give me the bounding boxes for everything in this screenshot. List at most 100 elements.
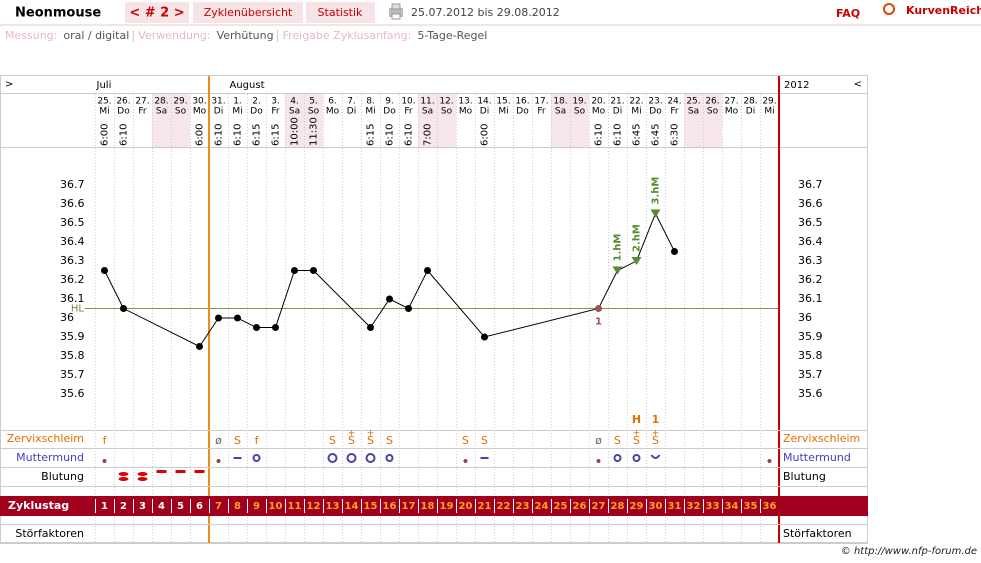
tab-bg[interactable]	[306, 2, 375, 23]
mucus-symbol: ø	[215, 434, 222, 447]
mucus-note: 1	[652, 413, 660, 426]
date: 26.	[705, 97, 719, 107]
cycle-day: 12	[307, 501, 321, 512]
time: 6:10	[233, 124, 244, 146]
weekday: So	[707, 107, 719, 117]
mucus-plus: +	[633, 429, 641, 439]
tab[interactable]: Statistik	[318, 6, 364, 19]
cycle-day: 15	[364, 501, 378, 512]
date: 18.	[553, 97, 567, 107]
temperature-point	[671, 248, 678, 255]
mucus-symbol: f	[255, 434, 260, 447]
cycle-day: 3	[139, 501, 146, 512]
cervix-icon	[650, 454, 661, 459]
date: 21.	[610, 97, 624, 107]
weekday: Mi	[764, 107, 774, 117]
time: 6:10	[404, 124, 415, 146]
bleeding-icon	[156, 470, 167, 473]
peak-point	[631, 257, 642, 265]
y-tick-label: 35.7	[60, 368, 85, 381]
cycle-day: 29	[630, 501, 644, 512]
tab-bg[interactable]	[193, 2, 303, 23]
cervix-icon	[632, 454, 641, 462]
weekend-shade	[551, 94, 570, 147]
weekday: Di	[746, 107, 755, 117]
excluded-point	[595, 305, 602, 312]
date: 13.	[458, 97, 472, 107]
time: 7:00	[423, 124, 434, 146]
weekday: Sa	[688, 107, 699, 117]
tab[interactable]: Zyklenübersicht	[204, 6, 293, 19]
time: 6:30	[670, 124, 681, 146]
y-tick-label-right: 36.3	[798, 254, 823, 267]
cervix-icon	[365, 453, 376, 463]
weekday: Di	[347, 107, 356, 117]
weekday: Do	[516, 107, 529, 117]
cycle-day: 10	[269, 501, 283, 512]
cycle-nav[interactable]: < # 2 >	[129, 6, 184, 21]
y-tick-label: 35.9	[60, 330, 85, 343]
weekday: So	[308, 107, 320, 117]
weekend-shade	[418, 94, 437, 147]
printer-icon[interactable]	[389, 3, 403, 20]
y-tick-label-right: 36.6	[798, 197, 823, 210]
date: 27.	[724, 97, 738, 107]
time: 6:10	[594, 124, 605, 146]
cycle-day: 11	[288, 501, 302, 512]
cycle-day: 6	[196, 501, 203, 512]
logo[interactable]: KurvenReich	[906, 4, 981, 17]
y-tick-label-right: 36.2	[798, 273, 823, 286]
cervix-icon	[346, 453, 357, 463]
nav-prev[interactable]: >	[5, 79, 13, 90]
weekend-shade	[304, 94, 323, 147]
setting-value: 5-Tage-Regel	[417, 29, 487, 42]
weekday: Mi	[99, 107, 109, 117]
y-tick-label: 36.6	[60, 197, 85, 210]
cycle-day: 2	[120, 501, 127, 512]
date: 28.	[154, 97, 168, 107]
date: 6.	[328, 97, 337, 107]
setting-label: Freigabe Zyklusanfang:	[283, 29, 412, 42]
cycle-day: 24	[535, 501, 549, 512]
cycle-day: 20	[459, 501, 473, 512]
date: 2.	[252, 97, 261, 107]
time: 6:15	[252, 124, 263, 146]
setting-value: oral / digital	[63, 29, 129, 42]
cervix-icon	[327, 453, 338, 463]
temperature-point	[291, 267, 298, 274]
time: 6:10	[613, 124, 624, 146]
date: 11.	[420, 97, 434, 107]
excluded-label: 1	[595, 317, 602, 328]
date: 26.	[116, 97, 130, 107]
cycle-day: 9	[253, 501, 260, 512]
cycle-nav-bg[interactable]	[125, 2, 189, 23]
weekend-shade	[285, 94, 304, 147]
weekday: Fr	[138, 107, 147, 117]
time: 6:00	[480, 124, 491, 146]
nav-next[interactable]: <	[854, 79, 862, 90]
cycle-day: 13	[326, 501, 340, 512]
row-label: Störfaktoren	[15, 527, 84, 540]
peak-point	[612, 266, 623, 275]
peak-label: 3.hM	[651, 177, 662, 205]
cycle-day: 7	[215, 501, 222, 512]
cycle-day: 8	[234, 501, 241, 512]
y-tick-label-right: 35.7	[798, 368, 823, 381]
cycle-day: 31	[668, 501, 682, 512]
date: 7.	[347, 97, 356, 107]
y-tick-label-right: 36.1	[798, 292, 823, 305]
faq-link[interactable]: FAQ	[836, 7, 860, 20]
cycle-day: 34	[725, 501, 739, 512]
temperature-point	[386, 295, 393, 303]
weekday: Do	[383, 107, 396, 117]
weekday: Fr	[404, 107, 413, 117]
month: Juli	[96, 80, 112, 91]
cervix-icon	[102, 459, 107, 463]
cycle-day: 32	[687, 501, 701, 512]
row-label: Zervixschleim	[7, 432, 84, 445]
time: 6:45	[632, 124, 643, 146]
weekday: Fr	[537, 107, 546, 117]
date: 29.	[762, 97, 776, 107]
peak-label: 1.hM	[613, 234, 624, 262]
